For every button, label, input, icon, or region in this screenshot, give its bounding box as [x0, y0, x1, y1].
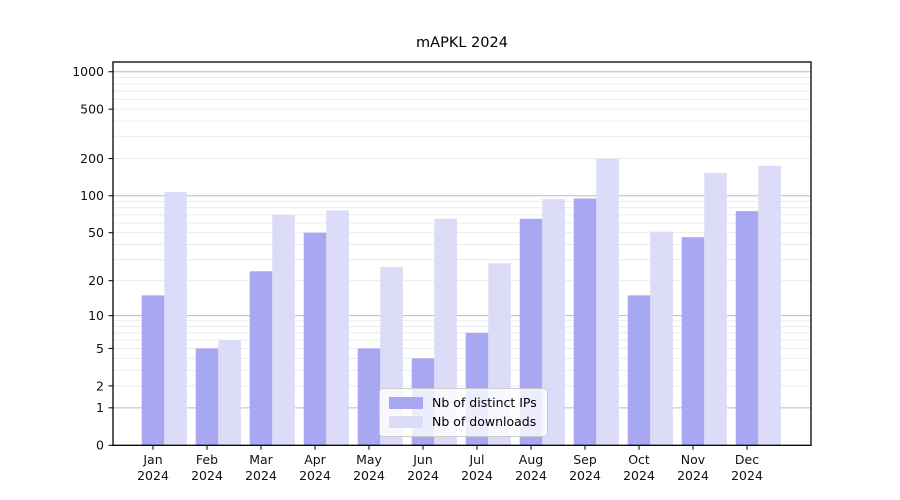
bar-downloads-Dec: [758, 165, 781, 446]
bar-distinct-ips-Feb: [195, 348, 219, 446]
y-tick-label: 0: [96, 438, 104, 453]
x-tick-label-month: Aug: [519, 452, 543, 467]
bar-downloads-Sep: [596, 158, 619, 446]
y-tick-label: 50: [88, 225, 104, 240]
bar-distinct-ips-Dec: [735, 211, 759, 446]
bar-downloads-Oct: [650, 231, 673, 446]
x-tick-label-year: 2024: [677, 468, 709, 483]
bar-distinct-ips-Mar: [249, 271, 273, 446]
bar-downloads-Apr: [326, 210, 349, 446]
x-tick-label-month: Jan: [142, 452, 162, 467]
x-tick-label-year: 2024: [461, 468, 493, 483]
y-tick-label: 2: [96, 378, 104, 393]
x-tick-label-month: Apr: [304, 452, 326, 467]
x-tick-label-month: Sep: [573, 452, 597, 467]
x-tick-label-year: 2024: [515, 468, 547, 483]
x-tick-label-year: 2024: [353, 468, 385, 483]
bar-downloads-Aug: [542, 199, 565, 446]
x-tick-label-year: 2024: [137, 468, 169, 483]
x-tick-label-year: 2024: [569, 468, 601, 483]
legend-label-downloads: Nb of downloads: [432, 414, 537, 429]
y-tick-label: 1000: [72, 64, 104, 79]
legend: Nb of distinct IPs Nb of downloads: [379, 388, 548, 437]
bar-distinct-ips-Apr: [303, 232, 327, 446]
y-tick-label: 100: [80, 188, 104, 203]
x-tick-label-year: 2024: [299, 468, 331, 483]
bar-downloads-Feb: [218, 340, 241, 446]
legend-item-downloads: Nb of downloads: [389, 414, 537, 429]
legend-item-distinct-ips: Nb of distinct IPs: [389, 395, 537, 410]
chart-title: mAPKL 2024: [416, 35, 508, 51]
x-tick-label-month: Dec: [735, 452, 759, 467]
bar-distinct-ips-Oct: [627, 295, 651, 446]
x-tick-label-year: 2024: [731, 468, 763, 483]
y-tick-label: 500: [80, 102, 104, 117]
x-tick-label-year: 2024: [407, 468, 439, 483]
y-tick-label: 5: [96, 341, 104, 356]
bar-distinct-ips-Nov: [681, 237, 705, 446]
x-tick-label-month: Oct: [628, 452, 650, 467]
x-tick-label-year: 2024: [191, 468, 223, 483]
x-tick-label-month: Mar: [249, 452, 273, 467]
x-tick-label-month: Feb: [196, 452, 218, 467]
x-tick-label-month: Nov: [681, 452, 706, 467]
x-tick-label-month: May: [356, 452, 382, 467]
x-tick-label-year: 2024: [245, 468, 277, 483]
x-tick-label-year: 2024: [623, 468, 655, 483]
bar-distinct-ips-Jan: [141, 295, 165, 446]
y-tick-label: 10: [88, 308, 104, 323]
y-tick-label: 1: [96, 400, 104, 415]
plot-frame: [112, 61, 812, 446]
legend-swatch-downloads: [389, 415, 423, 428]
y-tick-label: 200: [80, 151, 104, 166]
legend-swatch-distinct-ips: [389, 396, 423, 409]
bar-distinct-ips-Sep: [573, 198, 597, 446]
y-tick-label: 20: [88, 273, 104, 288]
x-tick-label-month: Jun: [412, 452, 433, 467]
bar-distinct-ips-May: [357, 348, 381, 446]
bar-downloads-Mar: [272, 214, 295, 446]
x-tick-label-month: Jul: [468, 452, 484, 467]
bar-downloads-Jan: [164, 192, 187, 446]
legend-label-distinct-ips: Nb of distinct IPs: [432, 395, 537, 410]
bar-downloads-Nov: [704, 172, 727, 446]
